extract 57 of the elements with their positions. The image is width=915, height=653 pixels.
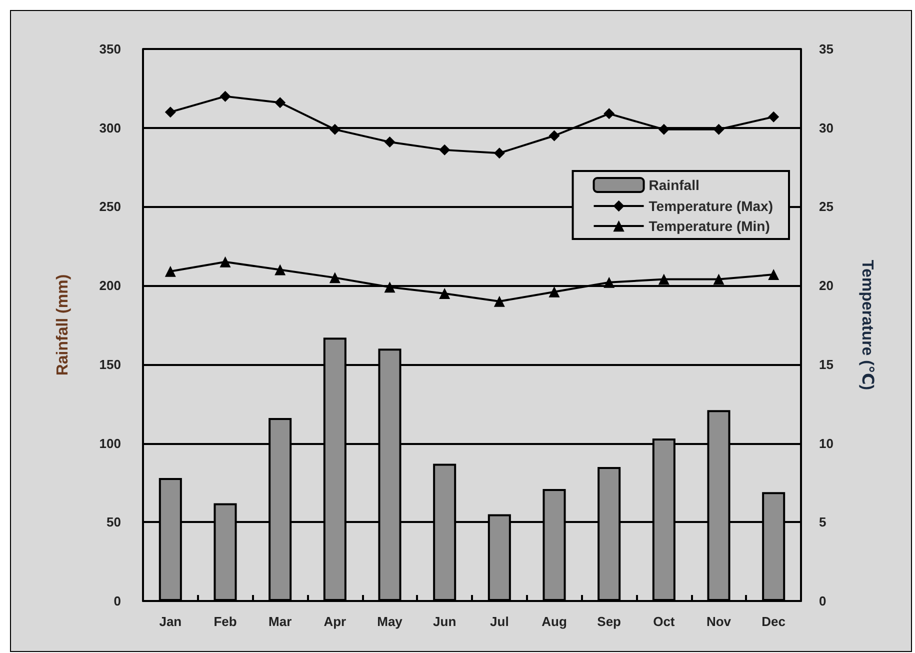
x-tick-label: Jul	[490, 614, 509, 629]
point	[713, 124, 724, 135]
y2-tick-label: 20	[819, 278, 834, 294]
y2-tick-label: 5	[819, 514, 826, 530]
y2-tick-label: 10	[819, 436, 834, 451]
point	[220, 256, 231, 268]
point	[329, 124, 340, 135]
y2-axis-title: Temperature (℃)	[858, 260, 876, 390]
y-tick-label: 250	[99, 199, 121, 214]
y2-tick-label: 35	[819, 42, 834, 56]
point	[713, 274, 724, 285]
legend-label: Temperature (Max)	[648, 198, 774, 214]
point	[768, 111, 780, 122]
point	[274, 97, 286, 108]
y-tick-label: 350	[99, 42, 121, 56]
y-tick-label: 100	[99, 436, 121, 451]
point	[548, 286, 560, 298]
x-tick-label: May	[377, 614, 404, 629]
x-tick-label: Jun	[433, 614, 456, 629]
point	[494, 296, 505, 307]
y-tick-label: 50	[106, 514, 121, 530]
point	[384, 282, 396, 293]
point	[768, 269, 780, 280]
y2-tick-label: 30	[819, 120, 834, 136]
x-tick-label: Jan	[159, 614, 182, 629]
point	[548, 130, 560, 142]
y2-tick-label: 15	[819, 356, 834, 372]
point	[439, 144, 450, 156]
y2-tick-label: 25	[819, 199, 834, 214]
legend-label: Temperature (Min)	[648, 218, 770, 234]
y-tick-label: 150	[99, 356, 121, 372]
legend-label: Rainfall	[648, 177, 700, 193]
point	[164, 106, 176, 118]
x-tick-label: Oct	[653, 614, 676, 629]
point	[274, 264, 286, 276]
point	[658, 274, 670, 285]
x-tick-label: Aug	[542, 614, 567, 629]
x-tick-label: Sep	[597, 614, 622, 629]
point	[494, 148, 505, 159]
point	[220, 90, 231, 102]
x-tick-label: Nov	[706, 614, 732, 629]
y-tick-label: 200	[99, 278, 121, 294]
y-tick-label: 300	[99, 120, 121, 136]
point	[604, 276, 615, 288]
point	[658, 124, 670, 135]
point	[164, 266, 176, 277]
point	[329, 272, 340, 284]
y2-tick-label: 0	[819, 594, 826, 608]
x-tick-label: Apr	[324, 614, 346, 629]
point	[384, 136, 396, 148]
y-axis-title: Rainfall (mm)	[54, 274, 72, 376]
x-tick-label: Dec	[762, 614, 786, 629]
point	[604, 108, 615, 120]
x-tick-label: Feb	[214, 614, 237, 629]
x-tick-label: Mar	[268, 614, 292, 629]
y-tick-label: 0	[114, 594, 121, 608]
point	[439, 288, 450, 299]
